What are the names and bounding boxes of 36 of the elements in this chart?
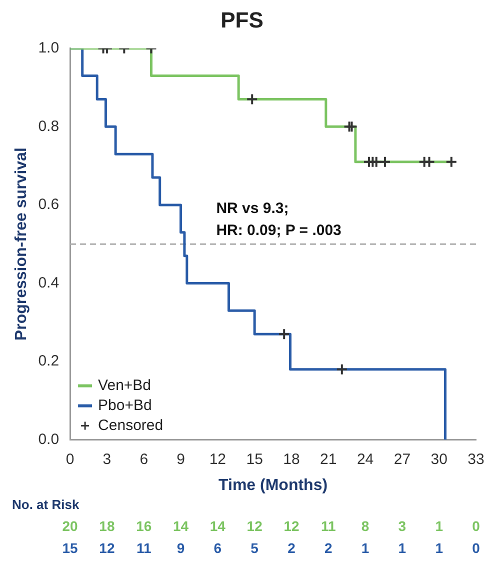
point [370, 156, 382, 168]
x-tick-label: 33 [468, 450, 484, 468]
annotation: HR: 0.09; P = .003 [216, 222, 342, 239]
point [278, 328, 290, 340]
y-tick-label: 0.2 [38, 352, 60, 370]
x-tick-label: 27 [394, 450, 411, 468]
legend-label: Ven+Bd [98, 376, 152, 394]
text: No. at Risk [12, 497, 80, 512]
x-tick-label: 9 [176, 450, 185, 468]
x-tick-label: 0 [66, 450, 74, 468]
x-tick-label: 12 [209, 450, 226, 468]
x-tick-label: 3 [102, 450, 112, 468]
point [346, 120, 358, 133]
y-axis-title: Progression-free survival [13, 148, 30, 341]
y-tick-label: 0.8 [38, 118, 60, 135]
x-tick-label: 30 [430, 450, 448, 468]
point [246, 93, 258, 106]
text: 15 12 11 9 6 5 2 2 1 1 1 0 [62, 540, 480, 556]
legend-label: Pbo+Bd [98, 396, 152, 414]
x-tick-label: 24 [356, 450, 374, 468]
x-tick-label: 18 [283, 450, 300, 468]
x-tick-label: 21 [320, 450, 337, 468]
x-tick-label: 15 [246, 450, 263, 468]
annotation: NR vs 9.3; [216, 200, 289, 217]
text: 20 18 16 14 14 12 12 11 8 3 1 0 [62, 518, 480, 534]
y-tick-label: 0.6 [38, 196, 60, 214]
x-axis-title: Time (Months) [218, 476, 328, 494]
y-tick-label: 1.0 [38, 40, 60, 57]
point [378, 156, 391, 168]
y-tick-label: 0.4 [38, 274, 60, 292]
x-tick-label: 6 [140, 450, 148, 468]
y-tick-label: 0.0 [38, 430, 60, 448]
legend-label: Censored [98, 416, 164, 434]
chart-title: PFS [220, 7, 264, 32]
point [445, 156, 458, 168]
point [336, 363, 348, 376]
